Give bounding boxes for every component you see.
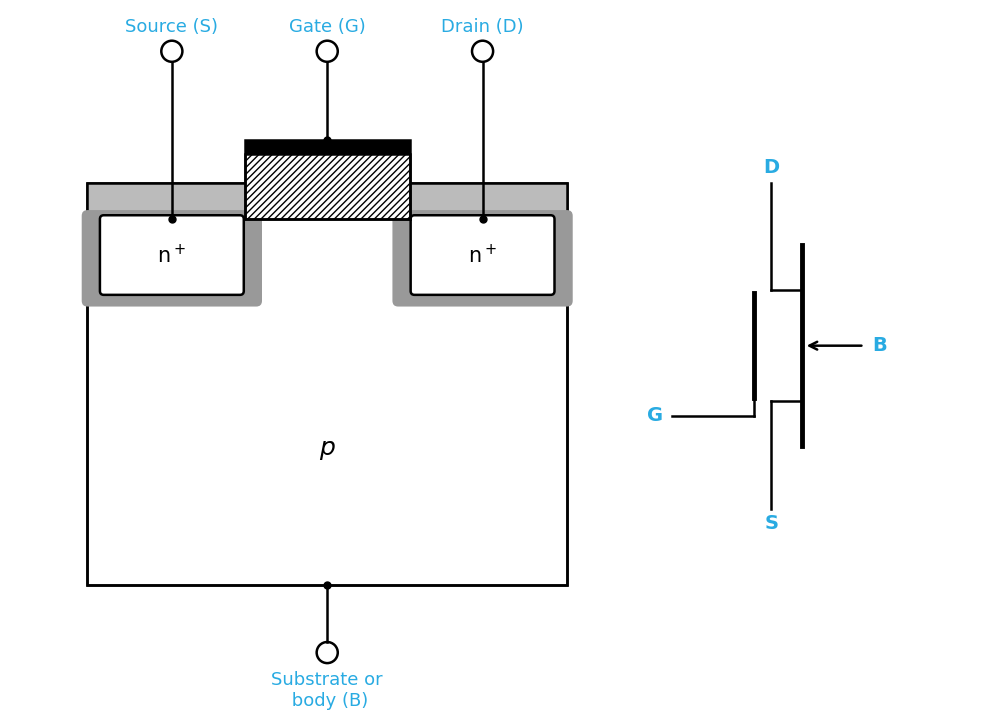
Text: n$^+$: n$^+$ xyxy=(158,243,186,267)
Text: Substrate or
 body (B): Substrate or body (B) xyxy=(272,670,383,710)
Text: D: D xyxy=(763,158,780,177)
Bar xyxy=(87,183,567,219)
Bar xyxy=(245,141,410,219)
Bar xyxy=(87,183,567,585)
FancyBboxPatch shape xyxy=(100,215,244,295)
Text: Source (S): Source (S) xyxy=(125,18,218,36)
Text: p: p xyxy=(319,436,335,461)
Text: G: G xyxy=(647,406,663,425)
Text: B: B xyxy=(872,336,887,355)
Text: Drain (D): Drain (D) xyxy=(441,18,524,36)
Bar xyxy=(87,183,567,585)
Bar xyxy=(245,141,410,154)
Text: S: S xyxy=(764,515,779,533)
FancyBboxPatch shape xyxy=(81,210,262,306)
Text: n$^+$: n$^+$ xyxy=(468,243,497,267)
Text: Gate (G): Gate (G) xyxy=(289,18,366,36)
FancyBboxPatch shape xyxy=(411,215,555,295)
FancyBboxPatch shape xyxy=(393,210,572,306)
Bar xyxy=(245,154,410,219)
